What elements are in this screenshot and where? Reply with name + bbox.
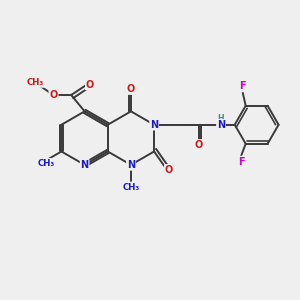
- Text: F: F: [239, 81, 246, 92]
- Text: O: O: [127, 84, 135, 94]
- Text: O: O: [195, 140, 203, 150]
- Text: N: N: [150, 120, 158, 130]
- Text: N: N: [80, 160, 89, 170]
- Text: CH₃: CH₃: [27, 78, 44, 87]
- Text: N: N: [127, 160, 135, 170]
- Text: N: N: [217, 120, 225, 130]
- Text: O: O: [165, 165, 173, 175]
- Text: O: O: [86, 80, 94, 90]
- Text: H: H: [218, 114, 224, 123]
- Text: O: O: [49, 90, 58, 100]
- Text: CH₃: CH₃: [122, 183, 140, 192]
- Text: F: F: [238, 157, 244, 166]
- Text: CH₃: CH₃: [37, 159, 54, 168]
